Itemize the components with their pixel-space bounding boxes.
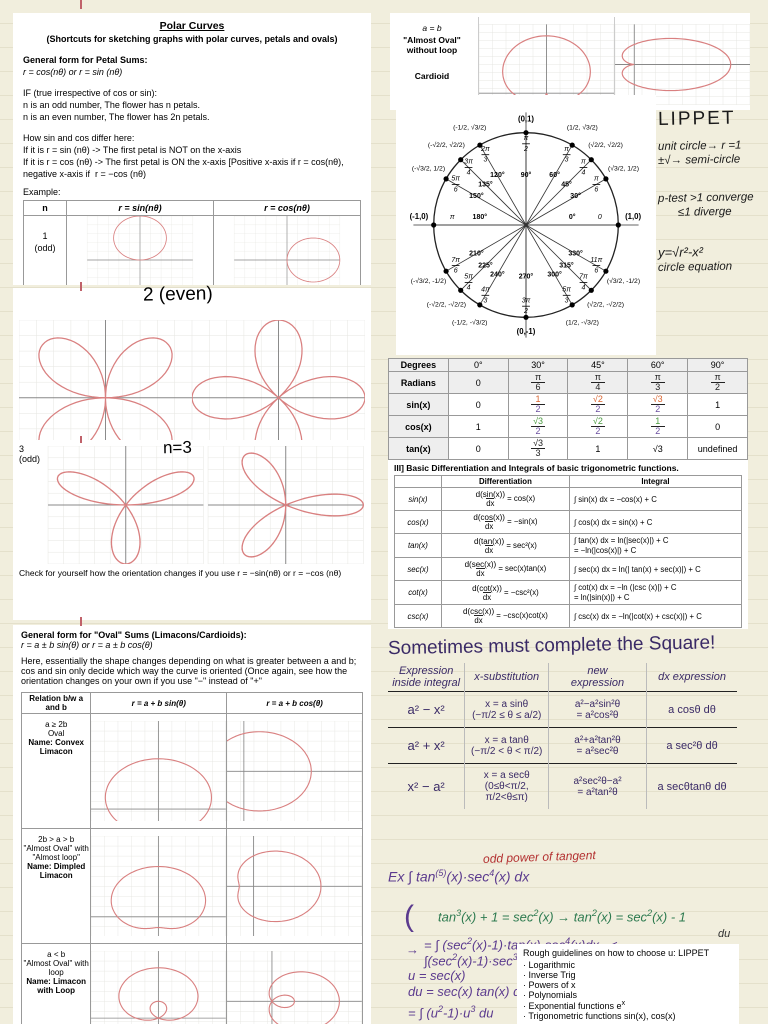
- svg-text:(√3/2, 1/2): (√3/2, 1/2): [608, 164, 639, 172]
- svg-text:300°: 300°: [547, 270, 562, 278]
- svg-text:135°: 135°: [478, 180, 493, 188]
- svg-text:150°: 150°: [469, 192, 484, 200]
- svg-text:(0,1): (0,1): [518, 115, 534, 124]
- svg-text:π: π: [524, 135, 529, 142]
- svg-text:6: 6: [594, 268, 598, 275]
- svg-text:2: 2: [523, 146, 528, 153]
- svg-text:4π: 4π: [481, 287, 490, 294]
- svg-text:(-1,0): (-1,0): [410, 212, 429, 221]
- svg-text:330°: 330°: [568, 249, 583, 257]
- svg-text:3π: 3π: [464, 159, 473, 166]
- svg-text:6: 6: [454, 268, 458, 275]
- svg-text:(1,0): (1,0): [625, 212, 641, 221]
- svg-text:120°: 120°: [490, 171, 505, 179]
- svg-text:45°: 45°: [561, 180, 572, 188]
- svg-text:210°: 210°: [469, 249, 484, 257]
- svg-text:315°: 315°: [559, 261, 574, 269]
- svg-text:(√2/2, √2/2): (√2/2, √2/2): [588, 141, 623, 149]
- svg-text:3π: 3π: [522, 297, 531, 304]
- svg-text:6: 6: [454, 186, 458, 193]
- svg-text:30°: 30°: [570, 192, 581, 200]
- svg-text:5π: 5π: [464, 274, 473, 281]
- svg-text:(-1/2, √3/2): (-1/2, √3/2): [453, 123, 486, 131]
- svg-text:π: π: [450, 214, 455, 221]
- svg-text:4: 4: [581, 285, 585, 292]
- svg-text:180°: 180°: [473, 213, 488, 221]
- svg-text:(√2/2, -√2/2): (√2/2, -√2/2): [587, 300, 624, 308]
- svg-text:6: 6: [594, 186, 598, 193]
- svg-text:4: 4: [581, 170, 585, 177]
- svg-text:(-√2/2, √2/2): (-√2/2, √2/2): [428, 141, 465, 149]
- svg-text:90°: 90°: [521, 171, 532, 179]
- svg-text:(-√2/2, -√2/2): (-√2/2, -√2/2): [427, 300, 466, 308]
- svg-text:7π: 7π: [579, 274, 588, 281]
- svg-text:0°: 0°: [569, 213, 576, 221]
- svg-text:(√3/2, -1/2): (√3/2, -1/2): [607, 277, 640, 285]
- svg-text:240°: 240°: [490, 270, 505, 278]
- svg-text:(1/2, -√3/2): (1/2, -√3/2): [566, 318, 599, 326]
- svg-text:(-√3/2, -1/2): (-√3/2, -1/2): [411, 277, 446, 285]
- svg-text:π: π: [581, 159, 586, 166]
- svg-text:3: 3: [483, 157, 487, 164]
- svg-text:(0,-1): (0,-1): [517, 327, 536, 336]
- svg-text:5π: 5π: [451, 176, 460, 183]
- svg-text:60°: 60°: [549, 171, 560, 179]
- svg-text:π: π: [594, 176, 599, 183]
- svg-text:0: 0: [598, 214, 602, 221]
- svg-text:11π: 11π: [590, 257, 602, 264]
- svg-text:3: 3: [565, 297, 569, 304]
- svg-text:π: π: [564, 146, 569, 153]
- svg-text:(-√3/2, 1/2): (-√3/2, 1/2): [412, 164, 445, 172]
- svg-text:225°: 225°: [478, 261, 493, 269]
- svg-text:3: 3: [565, 157, 569, 164]
- svg-text:2π: 2π: [480, 146, 490, 153]
- svg-text:2: 2: [523, 308, 528, 315]
- svg-text:5π: 5π: [562, 287, 571, 294]
- svg-text:4: 4: [467, 170, 471, 177]
- svg-text:4: 4: [467, 285, 471, 292]
- svg-text:270°: 270°: [519, 273, 534, 281]
- svg-text:(-1/2, -√3/2): (-1/2, -√3/2): [452, 318, 487, 326]
- svg-text:7π: 7π: [451, 257, 460, 264]
- svg-text:3: 3: [483, 297, 487, 304]
- svg-text:(1/2, √3/2): (1/2, √3/2): [567, 123, 598, 131]
